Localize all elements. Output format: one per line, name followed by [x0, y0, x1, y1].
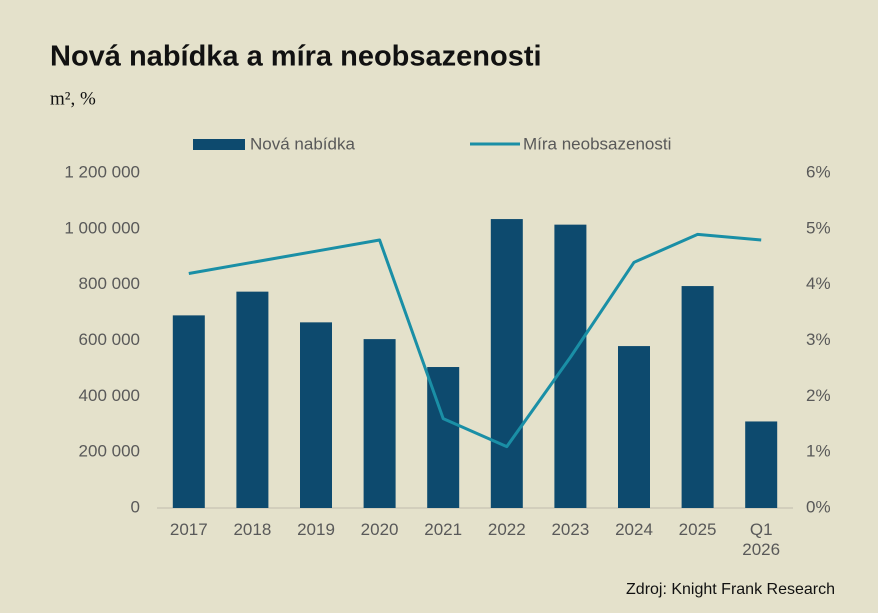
y2-tick-label: 5%: [806, 218, 831, 237]
x-tick-label: 2023: [551, 520, 590, 539]
y-tick-label: 1 000 000: [64, 218, 140, 237]
x-tick-label: 2018: [233, 520, 272, 539]
legend-swatch: [193, 139, 245, 150]
y-tick-label: 200 000: [79, 442, 140, 461]
bar: [300, 322, 332, 508]
x-tick-label: 2020: [360, 520, 399, 539]
y-tick-label: 1 200 000: [64, 162, 140, 181]
subtitle: m², %: [50, 88, 96, 109]
x-tick-label: 2017: [169, 520, 208, 539]
y-tick-label: 800 000: [79, 274, 140, 293]
chart-title: Nová nabídka a míra neobsazenosti: [50, 41, 542, 73]
y-tick-label: 0: [131, 497, 140, 516]
y-tick-label: 600 000: [79, 330, 140, 349]
y-tick-label: 400 000: [79, 386, 140, 405]
x-tick-label: 2019: [297, 520, 335, 539]
x-tick-label: 2022: [487, 520, 526, 539]
bar: [618, 346, 650, 508]
y2-tick-label: 1%: [806, 442, 831, 461]
x-tick-label: 2024: [615, 520, 653, 539]
y2-tick-label: 3%: [806, 330, 831, 349]
source: Zdroj: Knight Frank Research: [626, 581, 835, 598]
legend-label: Nová nabídka: [250, 134, 355, 153]
x-tick-label: Q1 2026: [742, 520, 781, 559]
legend-label: Míra neobsazenosti: [523, 134, 671, 153]
bar: [681, 286, 714, 508]
y2-tick-label: 2%: [806, 386, 831, 405]
x-tick-label: 2021: [424, 520, 463, 539]
bar: [745, 421, 778, 508]
y2-tick-label: 4%: [806, 274, 831, 293]
line: [188, 232, 762, 449]
bar: [490, 219, 523, 508]
y2-tick-label: 0%: [806, 497, 831, 516]
x-tick-label: 2025: [678, 520, 717, 539]
y2-tick-label: 6%: [806, 162, 831, 181]
bar: [554, 224, 587, 509]
bar: [172, 315, 205, 508]
bar: [236, 291, 269, 508]
bar: [363, 339, 396, 508]
